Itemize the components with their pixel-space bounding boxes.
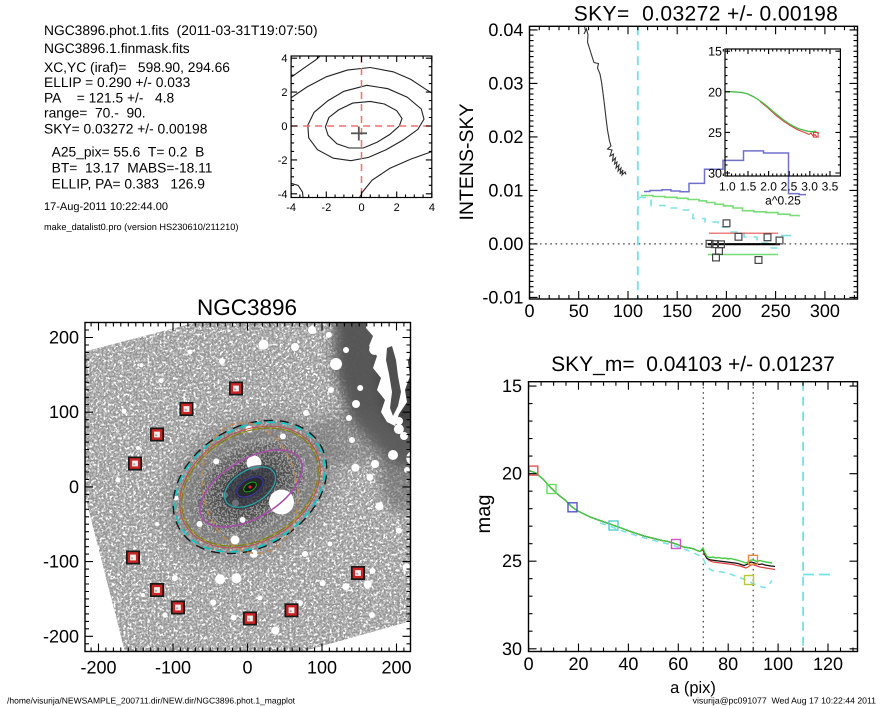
svg-text:NGC3896.phot.1.fits (2011-03-: NGC3896.phot.1.fits (2011-03-31T19:07:50…	[44, 23, 318, 38]
svg-text:PA = 121.5 +/- 4.8: PA = 121.5 +/- 4.8	[44, 91, 174, 106]
svg-text:SKY= 0.03272 +/- 0.00198: SKY= 0.03272 +/- 0.00198	[574, 3, 839, 26]
svg-text:0: 0	[69, 477, 79, 497]
svg-text:0: 0	[524, 301, 534, 321]
svg-text:200: 200	[381, 658, 411, 678]
svg-text:2.5: 2.5	[781, 180, 798, 194]
svg-text:3.0: 3.0	[801, 180, 818, 194]
svg-text:INTENS-SKY: INTENS-SKY	[456, 103, 478, 220]
svg-text:A25_pix= 55.6 T= 0.2 B: A25_pix= 55.6 T= 0.2 B	[44, 145, 204, 160]
svg-text:-4: -4	[286, 202, 296, 214]
svg-text:2: 2	[394, 202, 400, 214]
svg-text:60: 60	[668, 654, 688, 674]
svg-text:0.04: 0.04	[488, 20, 523, 40]
svg-text:/home/visurija/NEWSAMPLE_20071: /home/visurija/NEWSAMPLE_200711.dir/NEW.…	[7, 696, 296, 706]
svg-text:-200: -200	[80, 658, 116, 678]
svg-text:20: 20	[568, 654, 588, 674]
svg-text:ELLIP = 0.290 +/- 0.033: ELLIP = 0.290 +/- 0.033	[44, 75, 191, 90]
svg-text:ELLIP, PA= 0.383 126.9: ELLIP, PA= 0.383 126.9	[44, 176, 205, 191]
svg-text:1.5: 1.5	[740, 180, 757, 194]
svg-text:40: 40	[618, 654, 638, 674]
svg-text:4: 4	[281, 53, 287, 65]
svg-text:-200: -200	[43, 626, 79, 646]
svg-text:0.00: 0.00	[488, 234, 523, 254]
svg-text:make_datalist0.pro (version HS: make_datalist0.pro (version HS230610/211…	[44, 222, 238, 232]
svg-text:0: 0	[358, 202, 364, 214]
svg-text:0: 0	[281, 121, 287, 133]
svg-text:20: 20	[708, 85, 722, 99]
svg-text:100: 100	[307, 658, 337, 678]
svg-text:50: 50	[569, 301, 589, 321]
svg-text:a (pix): a (pix)	[670, 679, 716, 697]
svg-text:NGC3896: NGC3896	[197, 295, 297, 320]
svg-text:20: 20	[502, 464, 522, 484]
svg-text:4: 4	[429, 202, 435, 214]
svg-text:25: 25	[708, 126, 722, 140]
svg-text:0.03: 0.03	[488, 73, 523, 93]
svg-text:120: 120	[813, 654, 843, 674]
svg-text:300: 300	[810, 301, 840, 321]
svg-text:range= 70.- 90.: range= 70.- 90.	[44, 106, 146, 121]
svg-text:0: 0	[242, 658, 252, 678]
svg-text:visurija@pc091077 Wed Aug 17: visurija@pc091077 Wed Aug 17 10:22:44 20…	[693, 696, 877, 706]
svg-text:SKY= 0.03272 +/- 0.00198: SKY= 0.03272 +/- 0.00198	[44, 121, 208, 136]
svg-text:30: 30	[708, 167, 722, 181]
svg-text:200: 200	[711, 301, 741, 321]
svg-text:100: 100	[613, 301, 643, 321]
svg-text:3.5: 3.5	[822, 180, 839, 194]
svg-text:2: 2	[281, 87, 287, 99]
svg-text:XC,YC (iraf)= 598.90, 294.66: XC,YC (iraf)= 598.90, 294.66	[44, 60, 230, 75]
svg-text:100: 100	[49, 402, 79, 422]
svg-text:-2: -2	[321, 202, 331, 214]
svg-text:BT= 13.17 MABS=-18.11: BT= 13.17 MABS=-18.11	[44, 160, 212, 175]
svg-text:-0.01: -0.01	[482, 287, 523, 307]
svg-text:250: 250	[761, 301, 791, 321]
svg-text:SKY_m= 0.04103 +/- 0.01237: SKY_m= 0.04103 +/- 0.01237	[551, 353, 835, 376]
svg-text:80: 80	[718, 654, 738, 674]
svg-text:-100: -100	[43, 552, 79, 572]
svg-text:-2: -2	[278, 155, 288, 167]
svg-text:1.0: 1.0	[719, 180, 736, 194]
svg-text:15: 15	[502, 376, 522, 396]
svg-text:0: 0	[524, 654, 534, 674]
svg-text:0.01: 0.01	[488, 180, 523, 200]
svg-text:0.02: 0.02	[488, 127, 523, 147]
svg-text:17-Aug-2011 10:22:44.00: 17-Aug-2011 10:22:44.00	[44, 201, 168, 213]
svg-text:200: 200	[49, 328, 79, 348]
svg-text:NGC3896.1.finmask.fits: NGC3896.1.finmask.fits	[44, 41, 190, 56]
svg-text:a^0.25: a^0.25	[765, 194, 801, 208]
svg-text:25: 25	[502, 551, 522, 571]
svg-text:mag: mag	[473, 495, 495, 534]
svg-text:150: 150	[662, 301, 692, 321]
svg-text:-100: -100	[155, 658, 191, 678]
svg-text:100: 100	[763, 654, 793, 674]
svg-text:30: 30	[502, 639, 522, 659]
svg-text:15: 15	[708, 45, 722, 59]
svg-text:-4: -4	[278, 189, 288, 201]
svg-text:2.0: 2.0	[760, 180, 777, 194]
